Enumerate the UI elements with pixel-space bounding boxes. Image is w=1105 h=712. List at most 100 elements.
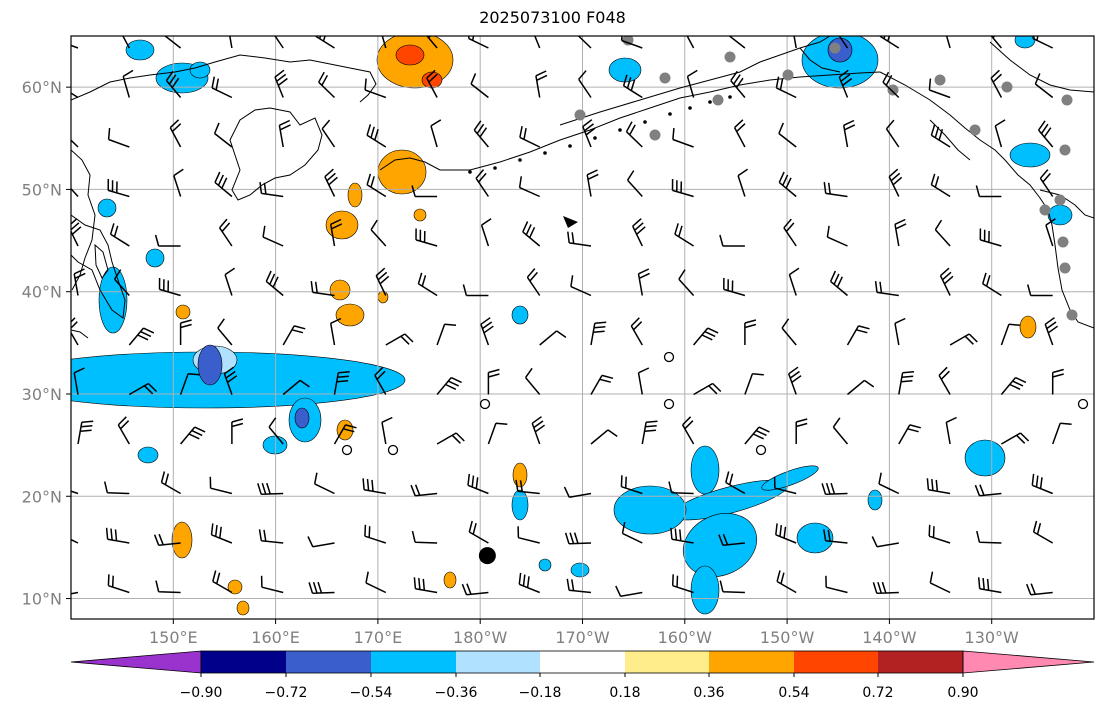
- wind-barb: [674, 223, 694, 247]
- wind-barb: [783, 218, 797, 247]
- coastline: [94, 243, 109, 279]
- wind-barb: [122, 69, 134, 98]
- lon-label: 170°W: [555, 628, 610, 647]
- shading-patch: [325, 210, 359, 240]
- wind-barb: [641, 420, 658, 445]
- wind-barb: [217, 318, 233, 346]
- wind-barb: [945, 36, 951, 49]
- wind-barb: [430, 119, 442, 148]
- map-area: [71, 36, 1094, 619]
- wind-barb: [630, 317, 643, 346]
- wind-barb: [473, 120, 489, 148]
- wind-barb: [475, 169, 490, 197]
- shading-patch: [608, 57, 642, 83]
- shading-patch: [97, 198, 117, 218]
- colorbar-tick-label: 0.36: [693, 685, 724, 701]
- shading-patch: [197, 344, 223, 386]
- calm-circle: [755, 444, 767, 456]
- wind-barb: [795, 418, 808, 444]
- wind-barb: [949, 333, 978, 346]
- wind-barb: [381, 36, 387, 49]
- calm-circle: [341, 444, 353, 456]
- wind-barb: [531, 416, 546, 445]
- wind-barb: [71, 591, 79, 595]
- wind-barb: [153, 533, 181, 547]
- wind-barb: [71, 538, 79, 544]
- wind-barb: [211, 76, 233, 99]
- wind-barb: [436, 376, 462, 395]
- wind-barb: [105, 527, 130, 544]
- wind-barb: [231, 418, 244, 444]
- wind-barb: [169, 119, 182, 148]
- shading-patch: [796, 522, 834, 554]
- wind-barb: [274, 36, 284, 49]
- coastline: [879, 71, 1094, 329]
- wind-barb: [672, 128, 694, 148]
- lat-label: 40°N: [22, 283, 62, 302]
- cyclone-center-marker: [478, 547, 496, 565]
- wind-barb: [73, 268, 86, 296]
- shading-patch: [145, 248, 165, 268]
- wind-barb: [1000, 376, 1027, 395]
- wind-barb: [842, 119, 856, 148]
- wind-barb: [894, 218, 907, 247]
- island: [468, 170, 472, 174]
- wind-barb: [411, 185, 438, 198]
- wind-barb: [258, 529, 284, 544]
- wind-barb: [620, 36, 643, 49]
- shading-patch: [867, 489, 883, 511]
- wind-barb: [417, 272, 438, 297]
- wind-barb: [693, 327, 719, 346]
- station-dot: [969, 124, 981, 136]
- island: [568, 144, 572, 148]
- wind-barb: [586, 169, 599, 197]
- colorbar-segment: [201, 651, 286, 673]
- wind-barb: [671, 178, 694, 198]
- wind-barb: [318, 71, 336, 99]
- wind-barb: [470, 73, 489, 99]
- colorbar-segment: [371, 651, 456, 673]
- wind-barb: [744, 319, 757, 345]
- shading-patch: [511, 305, 529, 325]
- wind-barb: [874, 281, 899, 297]
- shading-patch: [511, 489, 529, 521]
- wind-barb: [823, 182, 848, 198]
- wind-barb: [570, 275, 592, 297]
- island: [643, 120, 647, 124]
- wind-barb: [209, 476, 233, 495]
- wind-barb: [994, 119, 1006, 148]
- wind-barb: [1026, 284, 1053, 297]
- wind-barb: [730, 70, 746, 98]
- station-dot: [649, 129, 661, 141]
- wind-barb: [622, 74, 643, 99]
- wind-barb: [733, 119, 746, 148]
- colorbar-segment: [878, 651, 963, 673]
- colorbar-segment: [456, 651, 540, 673]
- colorbar-tick-label: −0.18: [519, 685, 562, 701]
- wind-barb: [519, 126, 541, 148]
- island: [708, 100, 712, 104]
- wind-barb: [213, 122, 233, 148]
- wind-barb: [832, 417, 849, 445]
- wind-barb: [467, 473, 489, 495]
- wind-barb: [1031, 473, 1053, 495]
- wind-barb: [1037, 120, 1054, 148]
- wind-barb: [885, 119, 900, 148]
- wind-barb: [518, 176, 541, 198]
- wind-barb: [564, 532, 592, 545]
- wind-barb: [517, 526, 540, 544]
- wind-barb: [686, 69, 698, 98]
- wind-barb: [321, 119, 336, 148]
- wind-barb: [308, 581, 335, 595]
- wind-barb: [524, 367, 541, 395]
- wind-barb: [107, 574, 130, 594]
- wind-barb: [534, 36, 541, 49]
- calm-circle: [663, 351, 675, 363]
- shading-patch: [262, 435, 288, 455]
- wind-barb: [229, 36, 233, 49]
- wind-barb: [976, 530, 1002, 544]
- wind-barb: [364, 524, 387, 544]
- wind-barb: [974, 484, 1002, 497]
- wind-barb: [109, 223, 130, 247]
- wind-barb: [871, 536, 899, 548]
